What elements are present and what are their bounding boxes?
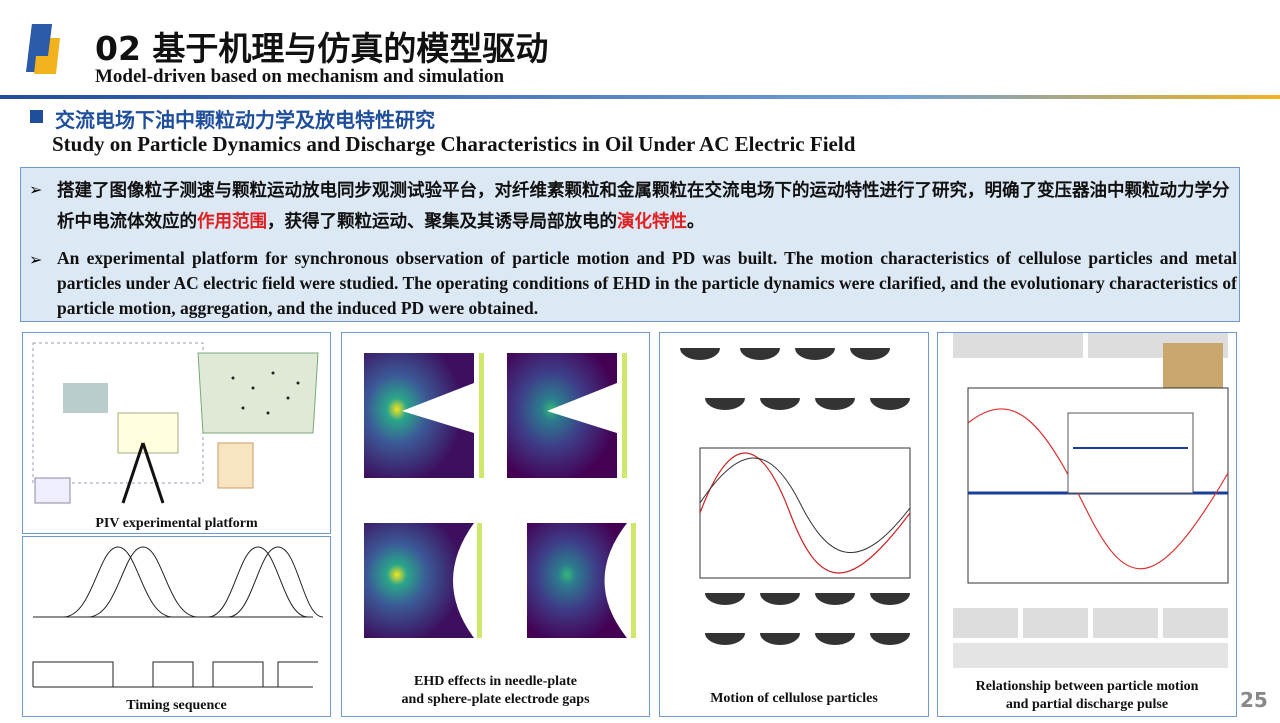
bullet-en: An experimental platform for synchronous… — [57, 248, 1237, 318]
section-subtitle: Study on Particle Dynamics and Discharge… — [52, 132, 856, 156]
text: 搭建了图像粒子测速与颗粒运动放电同步观测试验平台，对纤维素颗粒和金属颗粒在交流电… — [57, 181, 1230, 232]
highlight: 演化特性 — [617, 212, 687, 232]
page-number: 25 — [1240, 688, 1268, 712]
figure: Motion of cellulose particles — [659, 332, 929, 717]
bullet-icon: ➢ — [29, 180, 43, 199]
logo — [26, 24, 60, 74]
figure: PIV experimental platform — [22, 332, 331, 534]
subtitle: Model-driven based on mechanism and simu… — [95, 66, 505, 87]
caption-line: and partial discharge pulse — [1005, 697, 1169, 712]
timing-diagram — [32, 546, 324, 688]
header-rule — [0, 95, 1280, 99]
platform-diagram — [32, 342, 319, 504]
summary-box: ➢ 搭建了图像粒子测速与颗粒运动放电同步观测试验平台，对纤维素颗粒和金属颗粒在交… — [20, 167, 1240, 322]
section-marker — [30, 110, 43, 123]
title: 02 基于机理与仿真的模型驱动 — [95, 29, 549, 68]
figure: EHD effects in needle-plate and sphere-pl… — [341, 332, 650, 717]
caption: Motion of cellulose particles — [710, 691, 878, 706]
bullet-cn: 搭建了图像粒子测速与颗粒运动放电同步观测试验平台，对纤维素颗粒和金属颗粒在交流电… — [57, 176, 1232, 238]
figure: Relationship between particle motion and … — [937, 332, 1237, 717]
caption-line: EHD effects in needle-plate — [414, 674, 577, 689]
figure-group: PIV experimental platform Timing sequenc… — [22, 332, 331, 717]
caption: Timing sequence — [126, 698, 227, 713]
section-title: 交流电场下油中颗粒动力学及放电特性研究 — [55, 108, 435, 132]
field-maps — [364, 353, 636, 638]
motion-diagram — [680, 348, 911, 645]
figure: Timing sequence — [22, 536, 331, 717]
caption-line: and sphere-plate electrode gaps — [401, 692, 590, 707]
highlight: 作用范围 — [197, 212, 267, 232]
text: 。 — [687, 212, 705, 232]
caption: Relationship between particle motion and … — [938, 678, 1236, 714]
caption-line: Relationship between particle motion — [975, 679, 1199, 694]
text: ，获得了颗粒运动、聚集及其诱导局部放电的 — [267, 212, 617, 232]
pd-chart — [953, 333, 1229, 668]
caption: EHD effects in needle-plate and sphere-pl… — [342, 673, 649, 709]
bullet-icon: ➢ — [29, 250, 43, 269]
caption: PIV experimental platform — [95, 516, 258, 531]
